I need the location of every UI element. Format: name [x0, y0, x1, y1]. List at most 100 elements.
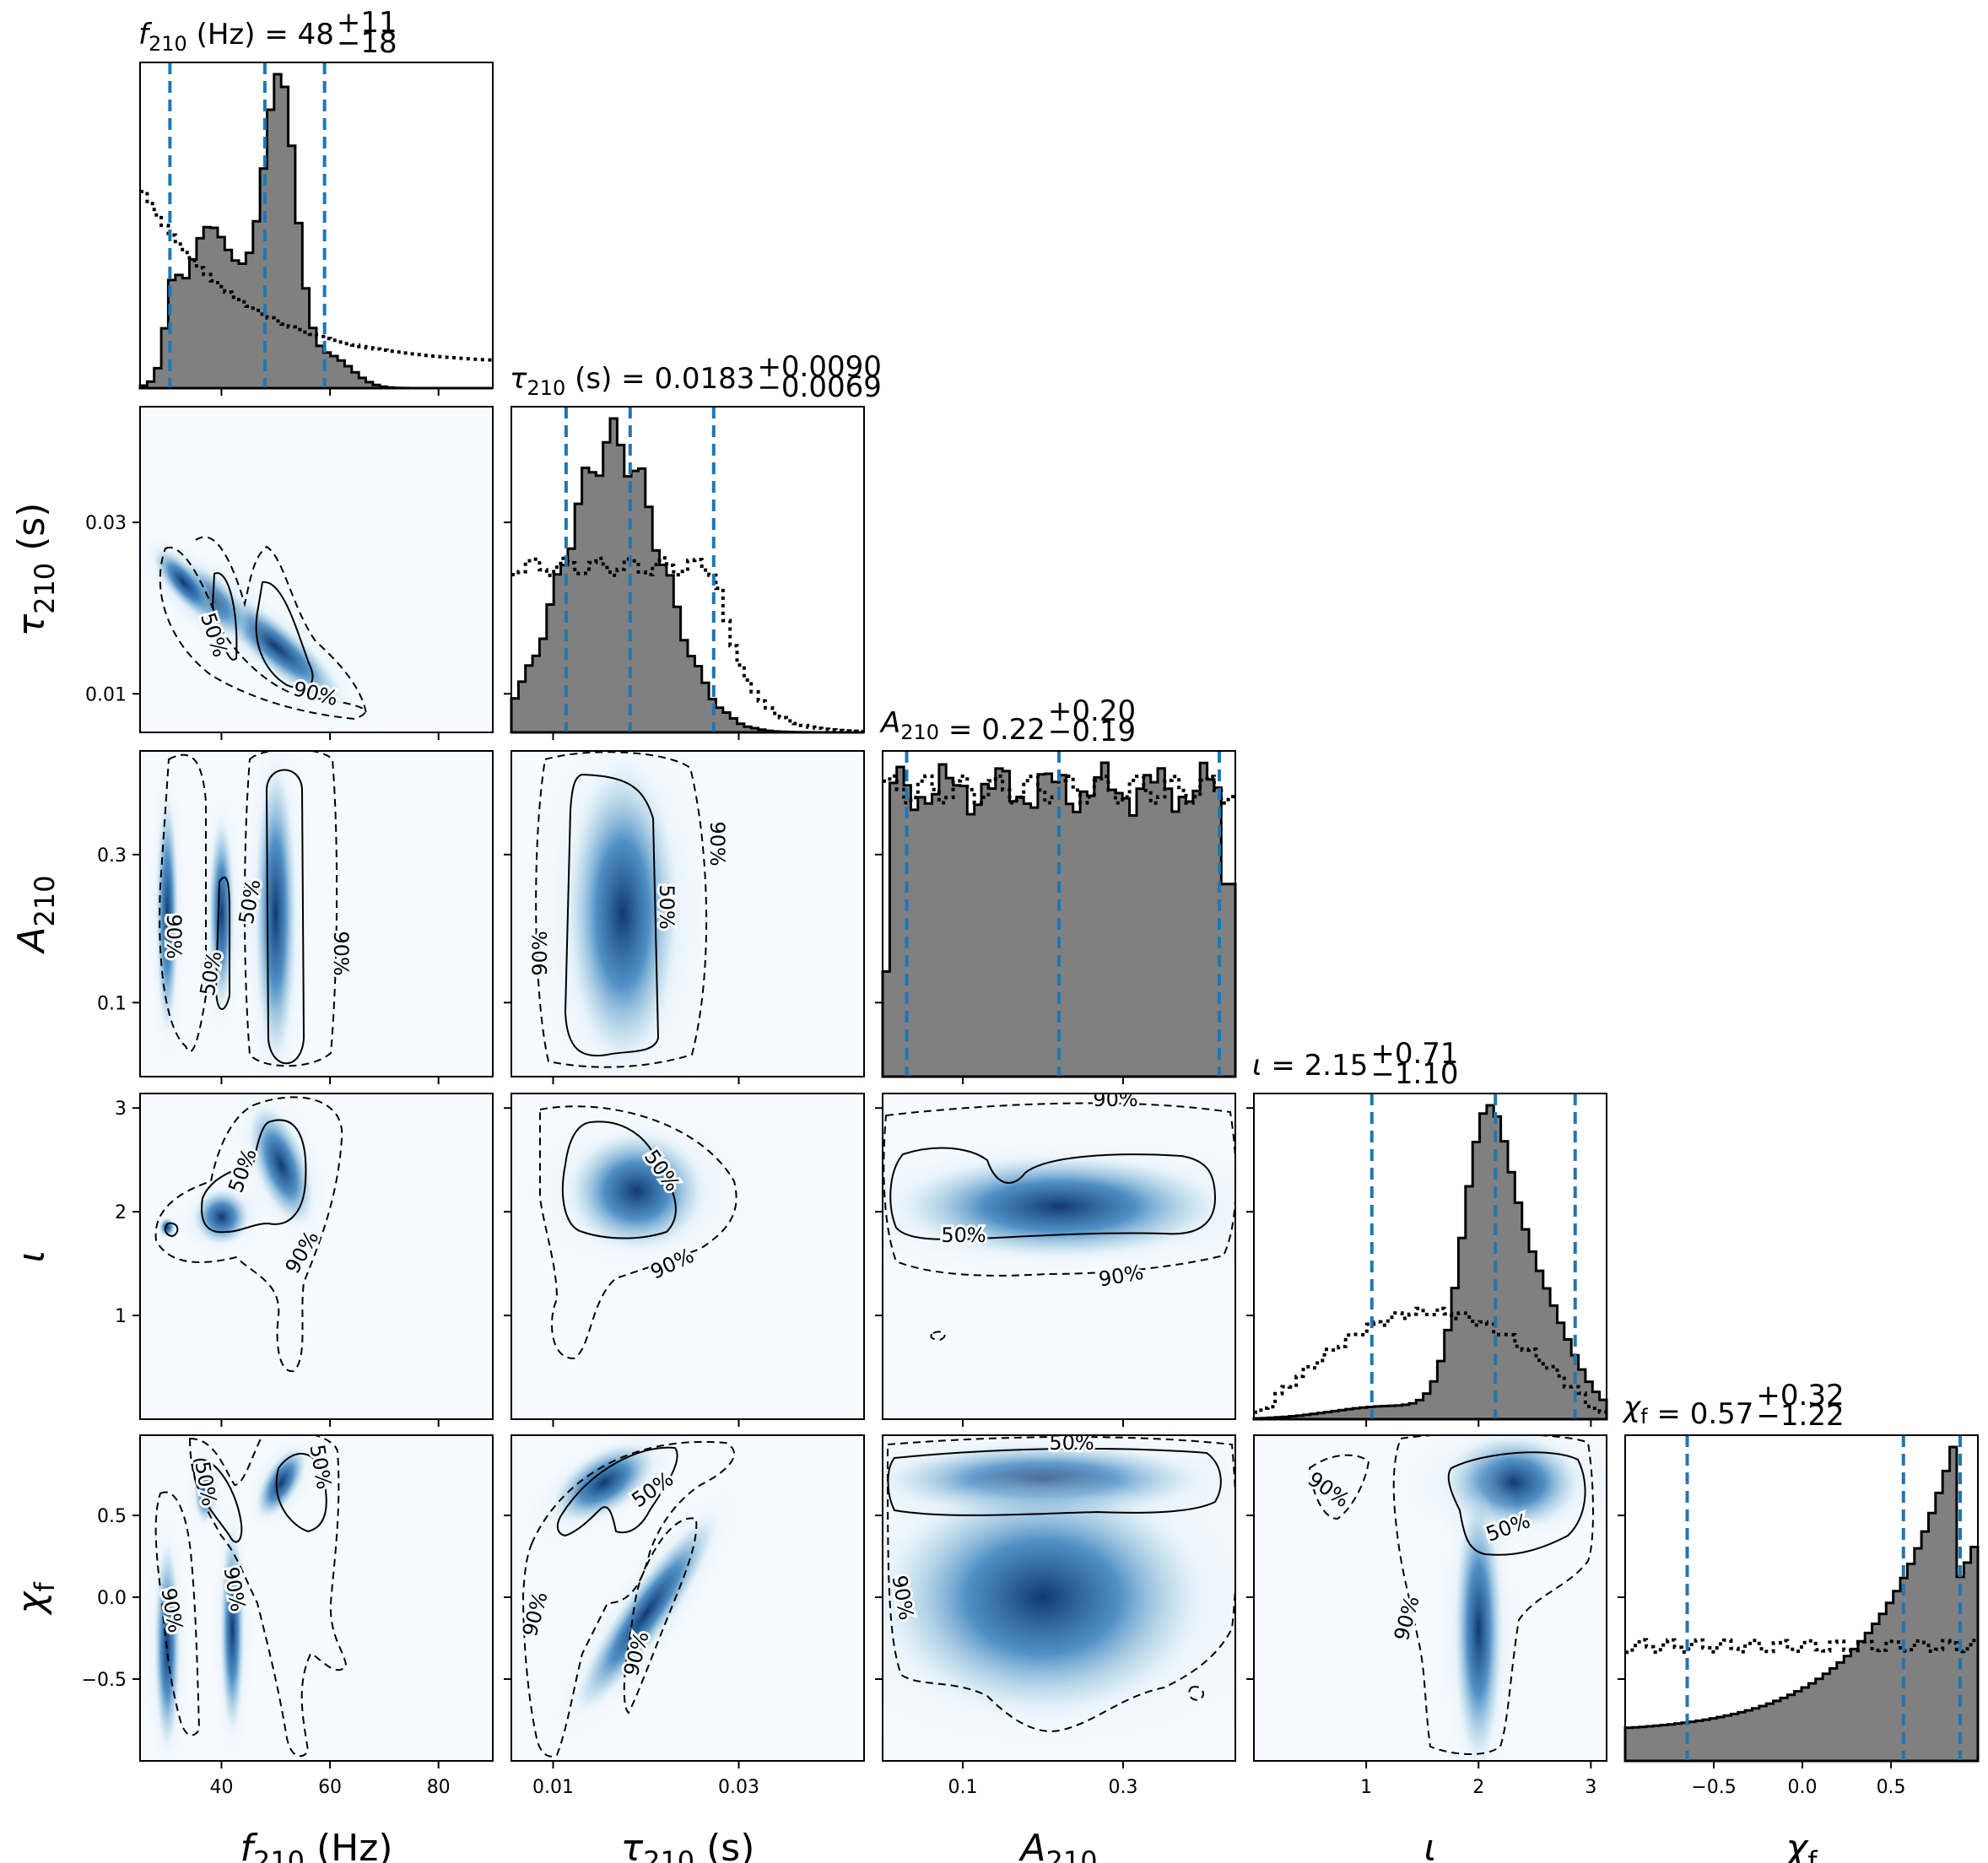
- contour-label: 90%: [1093, 1088, 1137, 1111]
- contour-label: 90%: [528, 931, 552, 975]
- title-subscript: 210: [900, 721, 939, 744]
- axes-frame-iota-tau: [511, 1093, 865, 1420]
- axes-frame-iota-A: [882, 1093, 1236, 1420]
- contour-90: [883, 1102, 1235, 1342]
- histograms: [138, 62, 1980, 1763]
- contour-50: [564, 773, 660, 1057]
- x-tick-label-tau: 0.01: [532, 1777, 574, 1798]
- prior-histogram-f: [140, 190, 493, 362]
- axes-frame-iota-f: [139, 1093, 494, 1420]
- y-tick-label-A: 0.1: [97, 993, 127, 1014]
- x-tick-label-chi: −0.5: [1691, 1777, 1736, 1798]
- title-minus-A: −0.19: [1048, 715, 1136, 748]
- x-axis-label-A: A210: [1018, 1827, 1097, 1863]
- contour-label: 90%: [162, 914, 186, 958]
- y-tick-label-chi: 0.5: [97, 1506, 127, 1527]
- title-minus-f: −18: [337, 26, 397, 60]
- y-tick-label-tau: 0.01: [85, 684, 127, 705]
- density-chi-tau: 50%90%90%: [511, 1435, 762, 1761]
- panel-title-f: f210 (Hz) = 48: [138, 18, 334, 56]
- contour-label: 90%: [329, 931, 353, 975]
- posterior-histogram-chi: [1623, 1445, 1980, 1763]
- axis-symbol: ι: [10, 1250, 53, 1263]
- density-chi-A: 50%90%: [883, 1431, 1235, 1761]
- contour-90: [535, 751, 708, 1068]
- axes-frame-A-A: [882, 750, 1236, 1077]
- axis-unit: (s): [694, 1827, 754, 1863]
- x-tick-label-A: 0.1: [948, 1777, 978, 1798]
- axis-symbol: τ: [10, 613, 53, 636]
- axis-subscript: 210: [29, 875, 61, 926]
- density-iota-f: 50%90%: [151, 1094, 343, 1373]
- contour-label: 50%: [655, 884, 678, 929]
- title-plus-iota: +0.71: [1370, 1037, 1458, 1071]
- axis-subscript: 210: [1046, 1845, 1098, 1863]
- y-axis-label-A: A210: [10, 875, 61, 954]
- axes-frame-tau-tau: [511, 406, 865, 733]
- axis-symbol: A: [10, 926, 53, 954]
- title-equals: =: [1648, 1397, 1690, 1431]
- contour-90: [539, 1105, 737, 1360]
- y-tick-label-iota: 3: [115, 1099, 127, 1120]
- title-equals: =: [939, 713, 981, 747]
- title-plus-f: +11: [337, 6, 397, 40]
- title-plus-chi: +0.32: [1756, 1379, 1844, 1412]
- title-minus-tau: −0.0069: [757, 370, 881, 404]
- axes-frame-iota-iota: [1253, 1093, 1607, 1420]
- density-core: [565, 1127, 709, 1255]
- contour-50: [192, 1453, 327, 1543]
- title-unit: (s): [565, 362, 612, 396]
- y-tick-label-A: 0.3: [97, 845, 127, 867]
- density-core: [155, 787, 180, 1040]
- title-equals: =: [612, 362, 654, 396]
- density-core: [549, 1440, 659, 1526]
- density-iota-tau: 50%90%: [511, 1096, 773, 1360]
- title-symbol: χ: [1622, 1390, 1642, 1424]
- density-A-tau: 50% 90% 90%: [511, 751, 735, 1077]
- density-core: [246, 1100, 316, 1229]
- x-tick-label-f: 60: [318, 1777, 342, 1798]
- x-axis-label-f: f210 (Hz): [240, 1827, 392, 1863]
- contour-90: [886, 1436, 1235, 1732]
- density-core: [192, 1187, 251, 1247]
- title-subscript: f: [1640, 1405, 1648, 1428]
- title-subscript: 210: [149, 32, 187, 56]
- contour-label: 50%: [941, 1223, 986, 1247]
- y-axis-label-iota: ι: [10, 1250, 53, 1263]
- contour-50: [556, 1446, 678, 1537]
- density-core: [219, 1520, 246, 1740]
- contour-50: [889, 1147, 1217, 1240]
- axis-subscript: f: [1807, 1845, 1818, 1863]
- axis-subscript: f: [29, 1582, 61, 1592]
- panel-title-iota: ι = 2.15: [1252, 1049, 1368, 1083]
- y-axis-label-chi: χf: [10, 1582, 61, 1616]
- contour-50: [562, 1120, 677, 1239]
- x-tick-label-iota: 2: [1472, 1777, 1484, 1798]
- density-core: [253, 753, 298, 1074]
- axis-symbol: ι: [1424, 1827, 1437, 1863]
- y-tick-label-chi: −0.5: [82, 1670, 127, 1691]
- contour-label: 50%: [1049, 1431, 1094, 1455]
- contour-90: [159, 536, 367, 721]
- density-chi-iota: 50%90%90%: [1301, 1435, 1607, 1761]
- contour-90: [159, 751, 338, 1067]
- title-subscript: 210: [527, 376, 565, 400]
- axis-unit: (Hz): [305, 1827, 393, 1863]
- contour-90: [521, 1440, 735, 1758]
- density-core: [193, 1456, 218, 1525]
- axis-symbol: τ: [621, 1827, 644, 1863]
- x-tick-label-chi: 0.5: [1877, 1777, 1906, 1798]
- title-value: 2.15: [1305, 1049, 1369, 1083]
- x-axis-label-iota: ι: [1424, 1827, 1437, 1863]
- panel-title-A: A210 = 0.22: [879, 706, 1045, 747]
- title-symbol: τ: [510, 362, 527, 396]
- x-tick-label-f: 40: [209, 1777, 233, 1798]
- density-core: [564, 753, 682, 1074]
- density-core: [159, 1217, 176, 1238]
- posterior-histogram-iota: [1252, 1104, 1608, 1421]
- title-equals: =: [1262, 1049, 1305, 1083]
- x-tick-label-iota: 3: [1585, 1777, 1596, 1798]
- axes-frame-f-f: [139, 62, 494, 389]
